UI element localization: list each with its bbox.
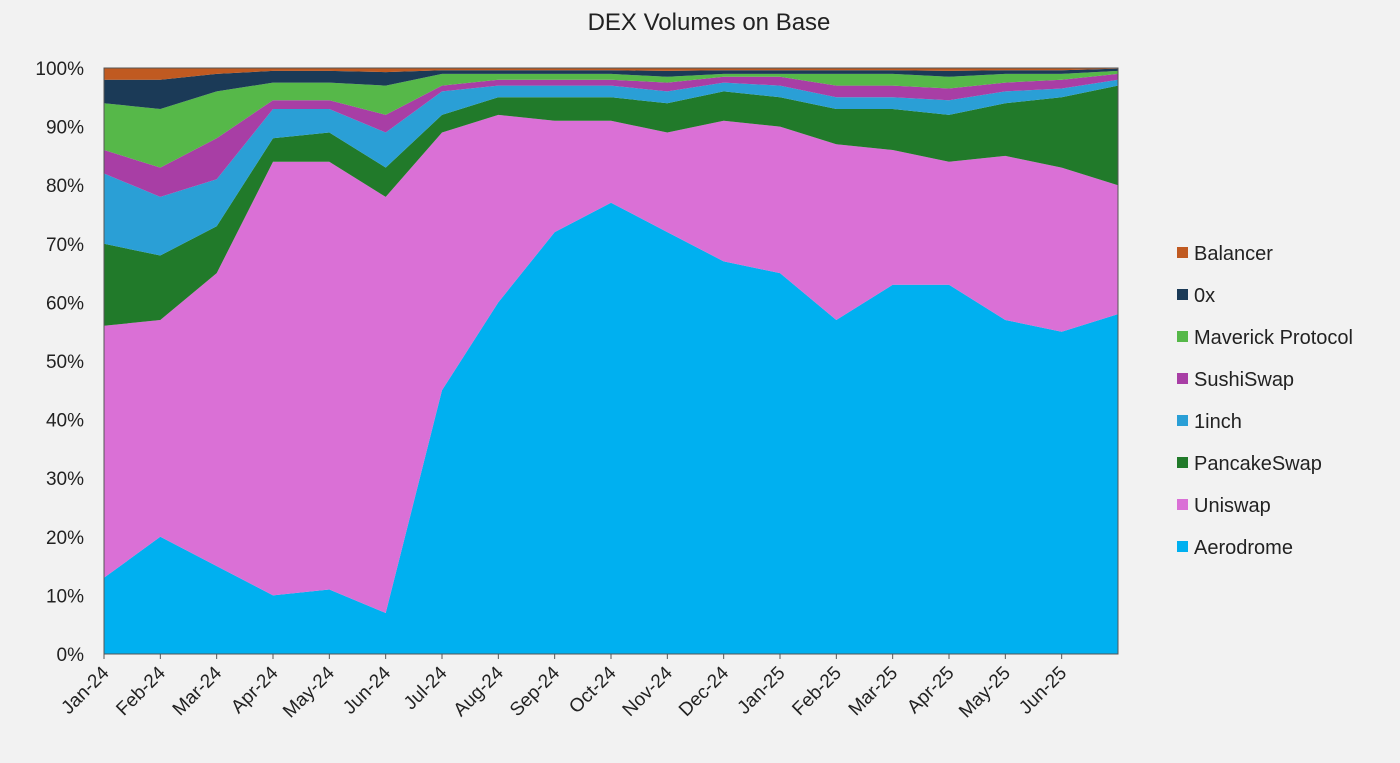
area-0x bbox=[104, 68, 1118, 109]
area-1inch bbox=[104, 79, 1118, 256]
x-tick-label: May-25 bbox=[955, 663, 1015, 723]
legend-label: 1inch bbox=[1194, 411, 1242, 433]
legend-swatch bbox=[1177, 247, 1188, 258]
legend-swatch bbox=[1177, 415, 1188, 426]
area-maverick-protocol bbox=[104, 70, 1118, 168]
y-tick-label: 10% bbox=[46, 586, 84, 607]
x-tick-label: Jun-24 bbox=[339, 662, 395, 718]
x-tick-label: Sep-24 bbox=[506, 662, 564, 720]
stacked-areas bbox=[104, 68, 1118, 655]
legend-label: SushiSwap bbox=[1194, 369, 1294, 391]
x-tick-label: Mar-25 bbox=[845, 663, 902, 720]
x-tick-label: Apr-24 bbox=[227, 662, 282, 717]
x-tick-label: Jun-25 bbox=[1015, 663, 1071, 719]
x-tick-label: Feb-24 bbox=[112, 662, 170, 720]
y-axis: 0% 10% 20% 30% 40% 50% 60% 70% 80% 90% 100% bbox=[35, 59, 84, 666]
legend-label: Maverick Protocol bbox=[1194, 327, 1353, 349]
x-tick-label: Aug-24 bbox=[450, 662, 508, 720]
legend-label: Balancer bbox=[1194, 243, 1273, 265]
y-tick-label: 0% bbox=[57, 645, 85, 666]
area-aerodrome bbox=[104, 202, 1118, 655]
x-tick-label: Nov-24 bbox=[619, 662, 677, 720]
y-tick-label: 20% bbox=[46, 528, 84, 549]
legend-swatch bbox=[1177, 289, 1188, 300]
legend-swatch bbox=[1177, 373, 1188, 384]
x-tick-label: Mar-24 bbox=[169, 662, 227, 720]
legend-label: PancakeSwap bbox=[1194, 453, 1322, 475]
legend-swatch bbox=[1177, 457, 1188, 468]
y-tick-label: 90% bbox=[46, 118, 84, 139]
x-tick-label: Oct-24 bbox=[565, 662, 620, 717]
y-tick-label: 100% bbox=[35, 59, 84, 80]
x-tick-label: Jan-25 bbox=[734, 663, 790, 719]
legend-item-1inch: 1inch bbox=[1177, 411, 1242, 433]
legend-label: 0x bbox=[1194, 285, 1215, 307]
legend: Balancer 0x Maverick Protocol SushiSwap 1inc… bbox=[1177, 243, 1353, 559]
legend-item-maverick-protocol: Maverick Protocol bbox=[1177, 327, 1353, 349]
legend-item-0x: 0x bbox=[1177, 285, 1215, 307]
legend-label: Uniswap bbox=[1194, 495, 1271, 517]
y-tick-label: 70% bbox=[46, 235, 84, 256]
legend-item-balancer: Balancer bbox=[1177, 243, 1273, 265]
x-tick-label: Jan-24 bbox=[58, 662, 114, 718]
legend-item-pancakeswap: PancakeSwap bbox=[1177, 453, 1322, 475]
x-tick-label: Apr-25 bbox=[903, 663, 958, 718]
y-tick-label: 80% bbox=[46, 176, 84, 197]
area-sushiswap bbox=[104, 73, 1118, 197]
x-tick-label: Dec-24 bbox=[675, 662, 733, 720]
area-uniswap bbox=[104, 114, 1118, 614]
y-tick-label: 50% bbox=[46, 352, 84, 373]
legend-swatch bbox=[1177, 331, 1188, 342]
legend-item-uniswap: Uniswap bbox=[1177, 495, 1271, 517]
y-tick-label: 60% bbox=[46, 293, 84, 314]
legend-label: Aerodrome bbox=[1194, 537, 1293, 559]
x-tick-label: May-24 bbox=[279, 662, 339, 722]
y-tick-label: 40% bbox=[46, 411, 84, 432]
area-pancakeswap bbox=[104, 85, 1118, 326]
legend-swatch bbox=[1177, 499, 1188, 510]
legend-swatch bbox=[1177, 541, 1188, 552]
y-tick-label: 30% bbox=[46, 469, 84, 490]
area-balancer bbox=[104, 68, 1118, 80]
x-tick-label: Jul-24 bbox=[400, 662, 452, 714]
x-tick-label: Feb-25 bbox=[788, 663, 845, 720]
legend-item-sushiswap: SushiSwap bbox=[1177, 369, 1294, 391]
legend-item-aerodrome: Aerodrome bbox=[1177, 537, 1293, 559]
chart-title: DEX Volumes on Base bbox=[588, 9, 831, 36]
